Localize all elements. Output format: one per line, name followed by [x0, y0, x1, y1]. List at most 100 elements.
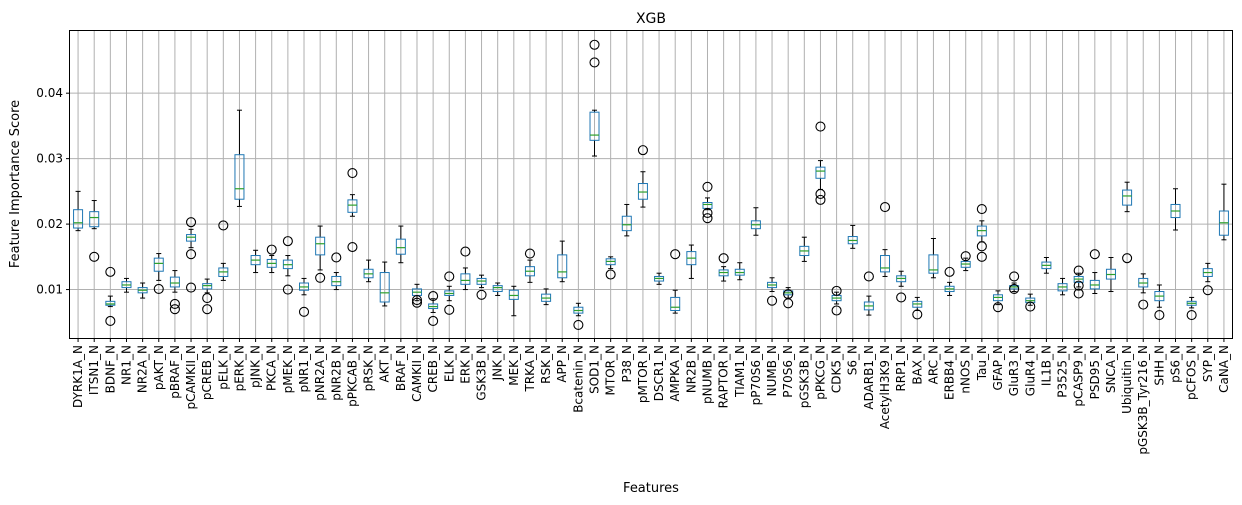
box-iqr [460, 273, 471, 285]
box-iqr [815, 166, 826, 179]
outlier-point [1009, 283, 1020, 294]
outlier-point [218, 220, 229, 231]
outlier-point [169, 298, 180, 310]
outlier-point [315, 272, 326, 283]
x-tick-label: pNUMB_N [700, 345, 714, 404]
outlier-point [976, 241, 987, 252]
x-tick-label: IL1B_N [1039, 345, 1053, 386]
box-iqr [589, 111, 600, 141]
x-tick-label: pP70S6_N [749, 345, 763, 405]
x-tick-label: pS6_N [1169, 345, 1183, 383]
outlier-point [637, 145, 648, 156]
x-tick-label: pNR2B_N [329, 345, 343, 401]
outlier-point [670, 249, 681, 260]
outlier-point [185, 249, 197, 260]
outlier-point [702, 181, 713, 192]
outlier-point [1073, 280, 1084, 291]
x-tick-label: pCFOS_N [1185, 345, 1199, 400]
x-tick-label: RRP1_N [894, 345, 908, 392]
outlier-point [411, 297, 423, 308]
x-tick-label: Ubiquitin_N [1120, 345, 1134, 414]
outlier-point [718, 253, 729, 264]
box-iqr [347, 199, 358, 213]
box-iqr [557, 254, 568, 279]
outlier-point [976, 251, 987, 262]
x-tick-label: GSK3B_N [475, 345, 489, 401]
outlier-point [331, 252, 342, 263]
outlier-point [879, 202, 891, 213]
outlier-point [815, 194, 826, 205]
axes-layer: 0.01 0.02 0.03 0.04 DYRK1A_N ITSN1_N BDNF_N NR1… [36, 86, 1231, 454]
outlier-point [444, 271, 455, 282]
outlier-point [815, 188, 826, 200]
box-iqr [89, 211, 100, 228]
box-iqr [492, 285, 503, 293]
x-tick-label: CREB_N [426, 345, 440, 393]
chart-title: XGB [636, 11, 666, 27]
outlier-point [105, 266, 116, 277]
x-tick-label: pJNK_N [249, 345, 263, 388]
x-tick-label: pNR1_N [297, 345, 311, 393]
outlier-point [1154, 310, 1165, 321]
outlier-point [1089, 249, 1100, 260]
x-tick-label: P70S6_N [781, 345, 795, 398]
outlier-point [347, 241, 358, 253]
outlier-point [428, 291, 439, 302]
x-tick-label: ITSN1_N [87, 345, 101, 395]
x-tick-label: AKT_N [378, 345, 392, 382]
plot-frame [69, 30, 1233, 339]
x-tick-label: pERK_N [232, 345, 246, 391]
x-tick-label: CaNA_N [1217, 345, 1231, 393]
box-iqr [202, 283, 213, 290]
x-tick-label: GluR4_N [1023, 345, 1037, 396]
outlier-point [1073, 265, 1084, 276]
outlier-point [1202, 285, 1213, 296]
x-tick-label: S6_N [846, 345, 860, 375]
x-tick-label: GFAP_N [991, 345, 1005, 391]
x-tick-label: BDNF_N [103, 345, 117, 393]
outlier-point [347, 167, 358, 179]
x-tick-label: pPKCG_N [813, 345, 827, 400]
x-tick-label: CAMKII_N [410, 345, 424, 402]
x-tick-label: pELK_N [216, 345, 230, 390]
outlier-point [202, 293, 213, 304]
box-iqr [395, 238, 406, 255]
x-tick-label: DYRK1A_N [71, 345, 85, 408]
x-tick-label: PKCA_N [265, 345, 279, 391]
outlier-point [298, 306, 310, 317]
y-tick-label: 0.01 [36, 283, 63, 297]
x-tick-label: NR2B_N [684, 345, 698, 393]
x-tick-label: BAX_N [910, 345, 924, 385]
box-iqr [880, 255, 891, 273]
box-iqr [621, 215, 632, 232]
box-iqr [73, 209, 84, 229]
box-iqr [153, 257, 164, 272]
outlier-point [1009, 271, 1020, 282]
box-iqr [105, 300, 116, 306]
box-iqr [928, 254, 939, 274]
outlier-point [524, 248, 536, 259]
y-axis-label: Feature Importance Score [8, 100, 23, 268]
box-iqr [670, 296, 681, 312]
x-tick-label: DSCR1_N [652, 345, 666, 401]
outlier-point [428, 315, 439, 327]
outlier-point [912, 309, 923, 320]
outlier-point [444, 304, 455, 315]
outlier-point [589, 39, 600, 50]
box-iqr [1122, 189, 1133, 206]
x-tick-label: pGSK3B_N [797, 345, 811, 408]
outlier-point [266, 244, 277, 255]
x-tick-label: NUMB_N [765, 345, 779, 396]
x-tick-label: pAKT_N [152, 345, 166, 390]
outlier-point [831, 305, 842, 316]
outlier-point [282, 236, 293, 247]
x-tick-label: pMTOR_N [636, 345, 650, 403]
outlier-point [89, 251, 100, 262]
outlier-point [411, 294, 423, 306]
x-tick-label: pPKCAB_N [345, 345, 359, 407]
x-tick-label: Bcatenin_N [571, 345, 585, 413]
outlier-point [153, 283, 164, 294]
box-iqr [508, 289, 519, 300]
x-tick-label: pMEK_N [281, 345, 295, 393]
